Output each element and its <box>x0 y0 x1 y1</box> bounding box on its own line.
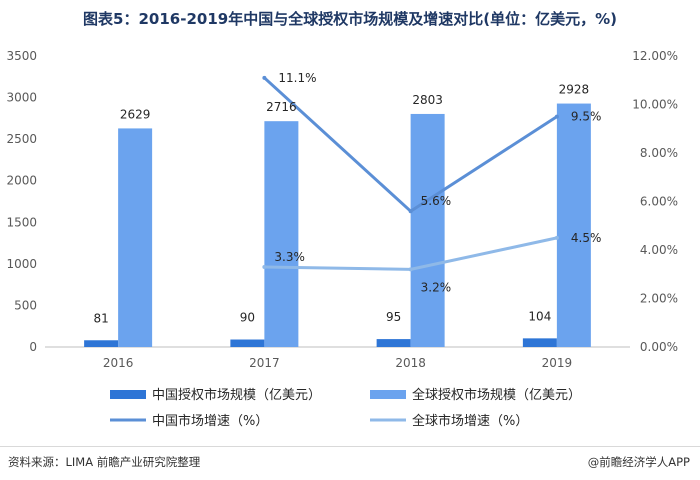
china-growth-point <box>408 209 413 214</box>
lines-group <box>262 75 559 272</box>
y-left-tick-label: 2500 <box>6 132 37 146</box>
bar-line-chart: 0 500 1000 1500 2000 2500 3000 3500 0.00% 2.00% 4.… <box>6 49 678 429</box>
y-left-tick-label: 500 <box>14 298 37 312</box>
y-left-tick-label: 3500 <box>6 49 37 63</box>
bar-global-label: 2629 <box>120 107 151 121</box>
bar-global <box>118 128 153 347</box>
global-growth-point <box>262 264 267 269</box>
x-tick-label: 2019 <box>542 356 573 370</box>
china-growth-point <box>554 114 559 119</box>
legend-label: 全球市场增速（%） <box>412 413 528 429</box>
y-right-tick-label: 12.00% <box>632 49 678 63</box>
legend-label: 中国授权市场规模（亿美元） <box>152 387 321 403</box>
y-left-tick-label: 1000 <box>6 257 37 271</box>
y-right-tick-label: 10.00% <box>632 98 678 112</box>
legend-swatch-bar <box>110 390 146 399</box>
y-right-tick-label: 6.00% <box>640 195 678 209</box>
global-growth-label: 3.2% <box>421 280 452 294</box>
y-left-tick-label: 3000 <box>6 91 37 105</box>
y-right-tick-label: 8.00% <box>640 146 678 160</box>
bar-global <box>556 103 591 348</box>
legend-label: 全球授权市场规模（亿美元） <box>412 387 581 403</box>
bar-china-label: 90 <box>240 311 255 325</box>
legend-label: 中国市场增速（%） <box>152 413 268 429</box>
y-right-tick-label: 2.00% <box>640 292 678 306</box>
legend: 中国授权市场规模（亿美元） 全球授权市场规模（亿美元） 中国市场增速（%） 全球市场增… <box>110 387 581 429</box>
brand-label: @前瞻经济学人APP <box>587 455 690 469</box>
china-growth-label: 9.5% <box>571 110 602 124</box>
bar-china <box>522 338 557 347</box>
source-note: 资料来源：LIMA 前瞻产业研究院整理 <box>8 455 201 469</box>
y-right-tick-label: 4.00% <box>640 243 678 257</box>
footer-divider <box>0 446 700 447</box>
bar-global <box>264 121 299 348</box>
bar-china-label: 95 <box>386 310 401 324</box>
x-tick-label: 2016 <box>103 356 134 370</box>
x-tick-label: 2018 <box>395 356 426 370</box>
y-left-tick-label: 1500 <box>6 215 37 229</box>
global-growth-point <box>408 267 413 272</box>
bar-china-label: 104 <box>528 309 551 323</box>
global-growth-label: 3.3% <box>274 250 305 264</box>
china-growth-label: 11.1% <box>278 71 316 85</box>
y-left-tick-label: 0 <box>29 340 37 354</box>
bar-china <box>84 340 119 347</box>
global-growth-label: 4.5% <box>571 231 602 245</box>
global-growth-point <box>554 235 559 240</box>
bar-global-label: 2716 <box>266 100 297 114</box>
y-left-tick-label: 2000 <box>6 174 37 188</box>
x-tick-label: 2017 <box>249 356 280 370</box>
bar-china <box>230 339 265 347</box>
bar-china <box>376 339 411 347</box>
bar-global-label: 2928 <box>559 83 590 97</box>
legend-swatch-bar <box>370 390 406 399</box>
chart-title: 图表5：2016-2019年中国与全球授权市场规模及增速对比(单位：亿美元，%) <box>83 10 617 28</box>
bars-group <box>84 103 591 348</box>
y-right-tick-label: 0.00% <box>640 340 678 354</box>
data-labels-group: 81 90 95 104 2629 2716 2803 2928 11.1% 5.6% 9.5% 3.… <box>93 71 601 325</box>
axes-group: 0 500 1000 1500 2000 2500 3000 3500 0.00% 2.00% 4.… <box>6 49 678 370</box>
china-growth-label: 5.6% <box>421 194 452 208</box>
china-growth-point <box>262 75 267 80</box>
bar-china-label: 81 <box>93 311 108 325</box>
bar-global-label: 2803 <box>412 93 443 107</box>
bar-global <box>410 113 445 348</box>
